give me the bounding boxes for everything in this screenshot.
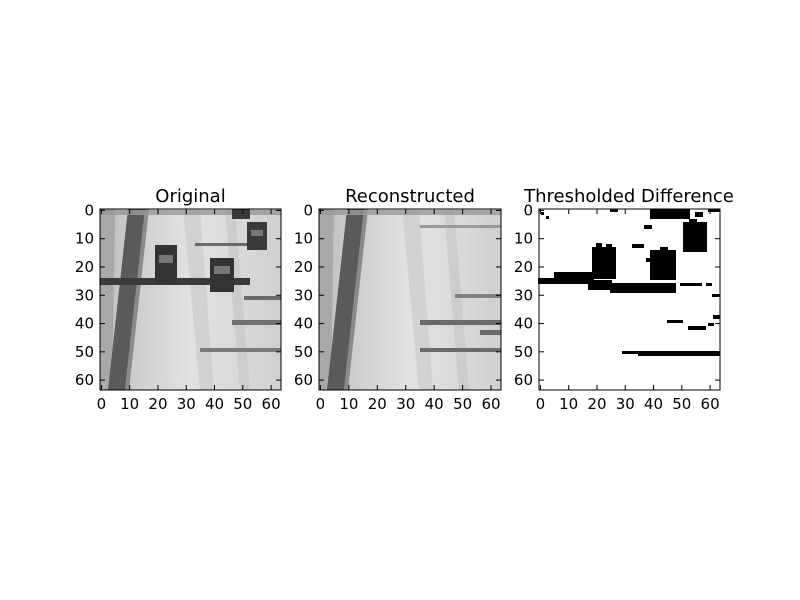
panel-reconstructed: Reconstructed xyxy=(318,186,502,391)
y-tick-label-reconstructed: 40 xyxy=(294,315,313,333)
panel-title-original: Original xyxy=(155,186,225,207)
panel-thresholded-difference: Thresholded Difference xyxy=(523,186,734,391)
x-tick-label-thresholded-difference: 40 xyxy=(644,395,663,413)
y-tick-label-original: 20 xyxy=(75,258,94,276)
y-tick-label-original: 0 xyxy=(84,201,94,219)
x-tick-label-reconstructed: 30 xyxy=(396,395,415,413)
x-tick-label-reconstructed: 50 xyxy=(453,395,472,413)
y-tick-label-reconstructed: 10 xyxy=(294,230,313,248)
reconstructed-image xyxy=(319,209,501,390)
x-tick-label-original: 60 xyxy=(262,395,281,413)
axes-frame-reconstructed xyxy=(318,208,502,391)
original-image xyxy=(100,209,281,390)
y-tick-label-thresholded-difference: 60 xyxy=(514,371,533,389)
x-tick-label-original: 50 xyxy=(233,395,252,413)
x-tick-label-original: 0 xyxy=(97,395,107,413)
y-tick-label-original: 10 xyxy=(75,230,94,248)
y-tick-label-original: 50 xyxy=(75,343,94,361)
x-tick-label-original: 40 xyxy=(205,395,224,413)
difference-mask xyxy=(538,209,720,390)
y-tick-label-reconstructed: 50 xyxy=(294,343,313,361)
axes-frame-thresholded-difference xyxy=(538,208,721,391)
panel-title-reconstructed: Reconstructed xyxy=(345,186,475,207)
y-tick-label-reconstructed: 30 xyxy=(294,286,313,304)
y-tick-label-reconstructed: 20 xyxy=(294,258,313,276)
x-tick-label-thresholded-difference: 60 xyxy=(701,395,720,413)
y-tick-label-thresholded-difference: 20 xyxy=(514,258,533,276)
y-tick-label-thresholded-difference: 0 xyxy=(523,201,533,219)
y-tick-label-original: 30 xyxy=(75,286,94,304)
x-tick-label-thresholded-difference: 10 xyxy=(559,395,578,413)
y-tick-label-thresholded-difference: 30 xyxy=(514,286,533,304)
y-tick-label-reconstructed: 60 xyxy=(294,371,313,389)
x-tick-label-original: 20 xyxy=(148,395,167,413)
y-tick-label-reconstructed: 0 xyxy=(303,201,313,219)
y-tick-label-thresholded-difference: 40 xyxy=(514,315,533,333)
y-tick-label-thresholded-difference: 50 xyxy=(514,343,533,361)
x-tick-label-thresholded-difference: 50 xyxy=(672,395,691,413)
x-tick-label-thresholded-difference: 30 xyxy=(616,395,635,413)
x-tick-label-reconstructed: 60 xyxy=(482,395,501,413)
x-tick-label-reconstructed: 10 xyxy=(339,395,358,413)
panel-title-thresholded-difference: Thresholded Difference xyxy=(523,186,734,207)
panel-original: Original xyxy=(99,186,282,391)
x-tick-label-reconstructed: 0 xyxy=(316,395,326,413)
x-tick-label-reconstructed: 20 xyxy=(368,395,387,413)
x-tick-label-thresholded-difference: 0 xyxy=(536,395,546,413)
y-tick-label-thresholded-difference: 10 xyxy=(514,230,533,248)
y-tick-label-original: 60 xyxy=(75,371,94,389)
x-tick-label-reconstructed: 40 xyxy=(425,395,444,413)
axes-frame-original xyxy=(99,208,282,391)
x-tick-label-original: 10 xyxy=(120,395,139,413)
y-tick-label-original: 40 xyxy=(75,315,94,333)
x-tick-label-original: 30 xyxy=(177,395,196,413)
x-tick-label-thresholded-difference: 20 xyxy=(587,395,606,413)
